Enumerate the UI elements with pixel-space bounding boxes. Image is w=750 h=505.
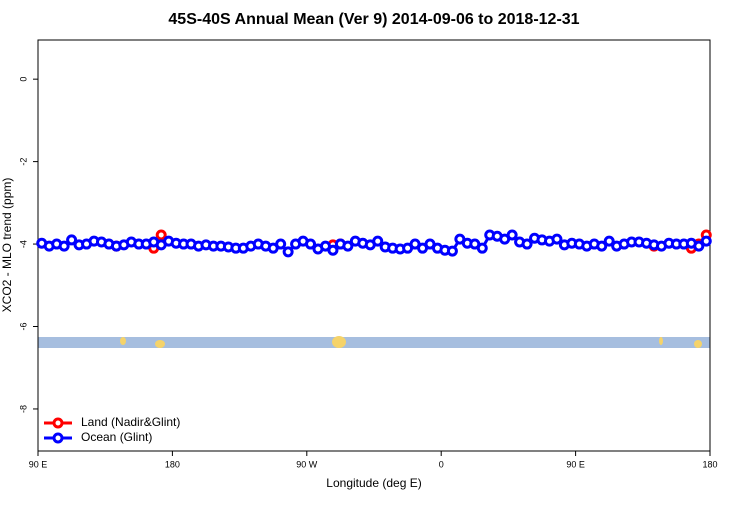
legend-label: Ocean (Glint)	[81, 430, 152, 444]
data-point	[596, 240, 608, 252]
land-patch	[659, 337, 663, 345]
legend-marker	[52, 417, 64, 429]
y-tick-label: 0	[18, 77, 28, 82]
legend-label: Land (Nadir&Glint)	[81, 415, 180, 429]
data-point	[521, 238, 533, 250]
y-tick-label: -2	[18, 158, 28, 166]
data-point	[603, 235, 615, 247]
data-point	[506, 229, 518, 241]
land-mask	[38, 336, 710, 348]
x-tick-label: 180	[702, 459, 717, 469]
x-axis-label: Longitude (deg E)	[326, 476, 421, 490]
data-point	[58, 240, 70, 252]
chart-title: 45S-40S Annual Mean (Ver 9) 2014-09-06 t…	[168, 11, 579, 28]
data-point	[693, 240, 705, 252]
ocean-strip	[38, 337, 710, 348]
land-patch	[120, 337, 126, 345]
data-point	[66, 234, 78, 246]
land-patch	[694, 340, 702, 348]
x-tick-label: 0	[439, 459, 444, 469]
data-point	[551, 233, 563, 245]
legend-marker	[52, 432, 64, 444]
land-patch	[155, 340, 165, 348]
data-point	[275, 238, 287, 250]
legend: Land (Nadir&Glint)Ocean (Glint)	[44, 415, 180, 444]
data-point	[446, 245, 458, 257]
y-axis-label: XCO2 - MLO trend (ppm)	[0, 178, 14, 313]
data-point	[155, 229, 167, 241]
x-tick-label: 90 W	[296, 459, 318, 469]
data-point	[305, 238, 317, 250]
data-point	[372, 235, 384, 247]
y-tick-label: -8	[18, 405, 28, 413]
y-tick-label: -6	[18, 322, 28, 330]
data-point	[476, 242, 488, 254]
data-point	[282, 246, 294, 258]
data-point	[342, 240, 354, 252]
data-point	[327, 244, 339, 256]
data-point	[700, 235, 712, 247]
x-tick-label: 180	[165, 459, 180, 469]
series	[36, 229, 712, 258]
x-tick-label: 90 E	[566, 459, 585, 469]
x-tick-label: 90 E	[29, 459, 48, 469]
land-patch	[332, 336, 346, 348]
y-tick-label: -4	[18, 240, 28, 248]
